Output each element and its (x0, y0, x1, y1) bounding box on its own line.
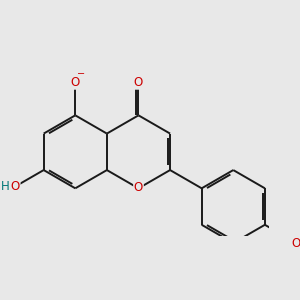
Text: −: − (77, 70, 86, 80)
Text: H: H (1, 180, 9, 193)
Text: O: O (134, 76, 143, 89)
Text: O: O (71, 76, 80, 89)
Text: O: O (134, 181, 143, 194)
Text: O: O (292, 236, 300, 250)
Text: O: O (11, 180, 20, 193)
